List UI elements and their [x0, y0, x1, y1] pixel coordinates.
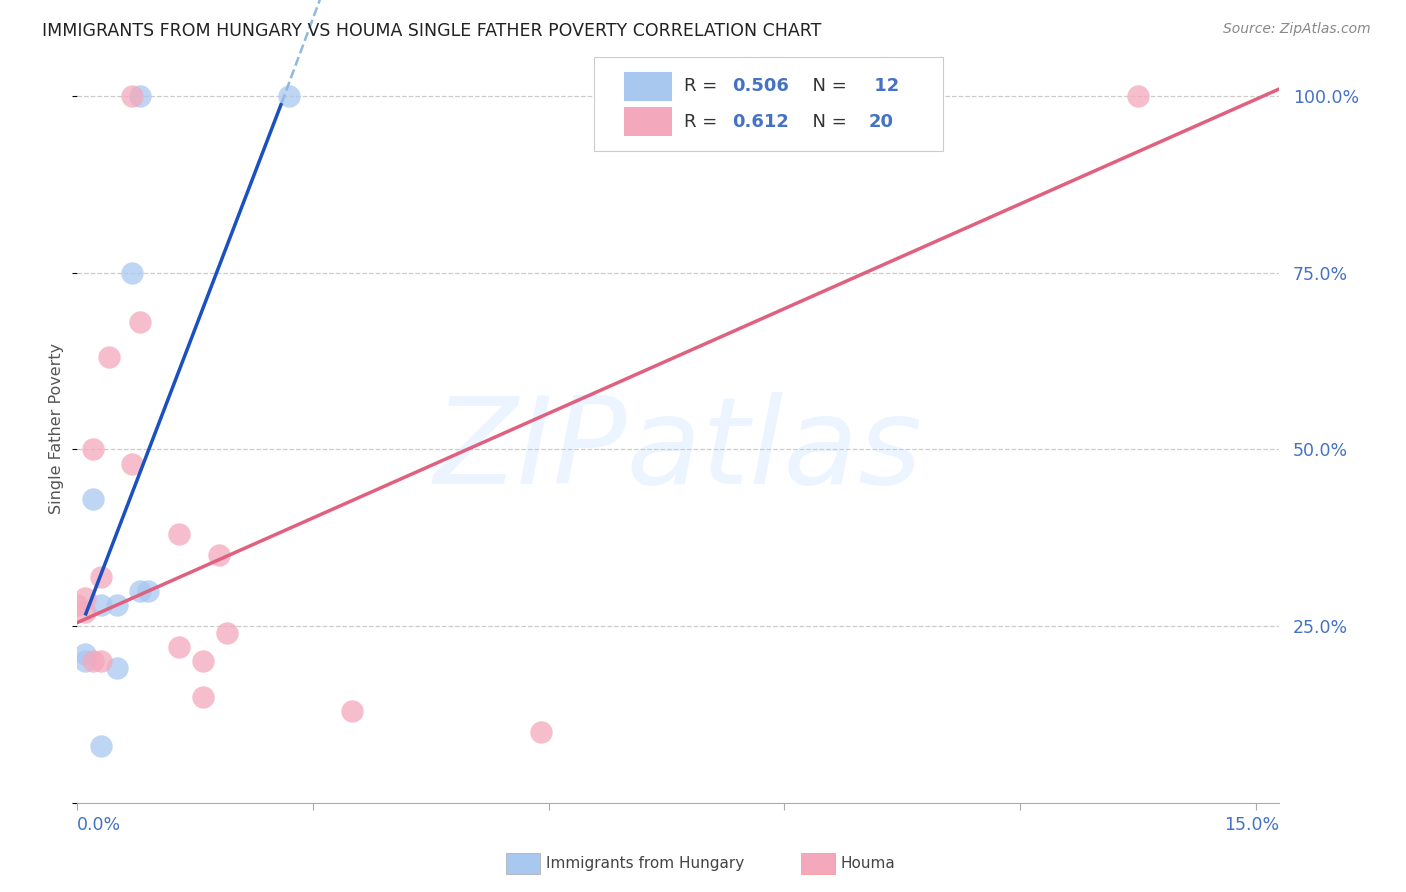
- Point: [97, 351, 120, 365]
- FancyBboxPatch shape: [595, 57, 943, 151]
- Point: [129, 315, 152, 329]
- Point: [75, 605, 97, 619]
- Point: [121, 457, 143, 471]
- Point: [1126, 89, 1149, 103]
- Text: R =: R =: [685, 112, 724, 131]
- Point: [191, 655, 214, 669]
- Text: 0.506: 0.506: [733, 78, 789, 95]
- Point: [82, 655, 104, 669]
- Point: [191, 690, 214, 704]
- Text: N =: N =: [801, 112, 852, 131]
- Point: [169, 640, 191, 655]
- Point: [129, 89, 152, 103]
- Point: [90, 598, 112, 612]
- Text: N =: N =: [801, 78, 852, 95]
- Point: [90, 655, 112, 669]
- Bar: [624, 72, 672, 101]
- Point: [82, 442, 104, 457]
- Point: [129, 583, 152, 598]
- Point: [121, 89, 143, 103]
- Text: R =: R =: [685, 78, 724, 95]
- Text: Houma: Houma: [841, 856, 896, 871]
- Point: [75, 655, 97, 669]
- Y-axis label: Single Father Poverty: Single Father Poverty: [49, 343, 65, 514]
- Point: [136, 583, 159, 598]
- Text: 15.0%: 15.0%: [1225, 816, 1279, 834]
- Point: [208, 549, 231, 563]
- Point: [82, 491, 104, 506]
- Text: ZIPatlas: ZIPatlas: [434, 392, 922, 509]
- Point: [90, 569, 112, 583]
- Text: IMMIGRANTS FROM HUNGARY VS HOUMA SINGLE FATHER POVERTY CORRELATION CHART: IMMIGRANTS FROM HUNGARY VS HOUMA SINGLE …: [42, 22, 821, 40]
- Text: 20: 20: [869, 112, 893, 131]
- Point: [121, 266, 143, 280]
- Point: [75, 648, 97, 662]
- Point: [278, 89, 301, 103]
- Point: [66, 598, 89, 612]
- Point: [342, 704, 364, 718]
- Text: 0.0%: 0.0%: [77, 816, 121, 834]
- Bar: [624, 107, 672, 136]
- Point: [105, 661, 128, 675]
- Text: Immigrants from Hungary: Immigrants from Hungary: [546, 856, 744, 871]
- Point: [169, 527, 191, 541]
- Text: 0.612: 0.612: [733, 112, 789, 131]
- Point: [105, 598, 128, 612]
- Point: [530, 725, 553, 739]
- Text: 12: 12: [869, 78, 900, 95]
- Point: [75, 591, 97, 605]
- Point: [90, 739, 112, 754]
- Point: [215, 626, 238, 640]
- Text: Source: ZipAtlas.com: Source: ZipAtlas.com: [1223, 22, 1371, 37]
